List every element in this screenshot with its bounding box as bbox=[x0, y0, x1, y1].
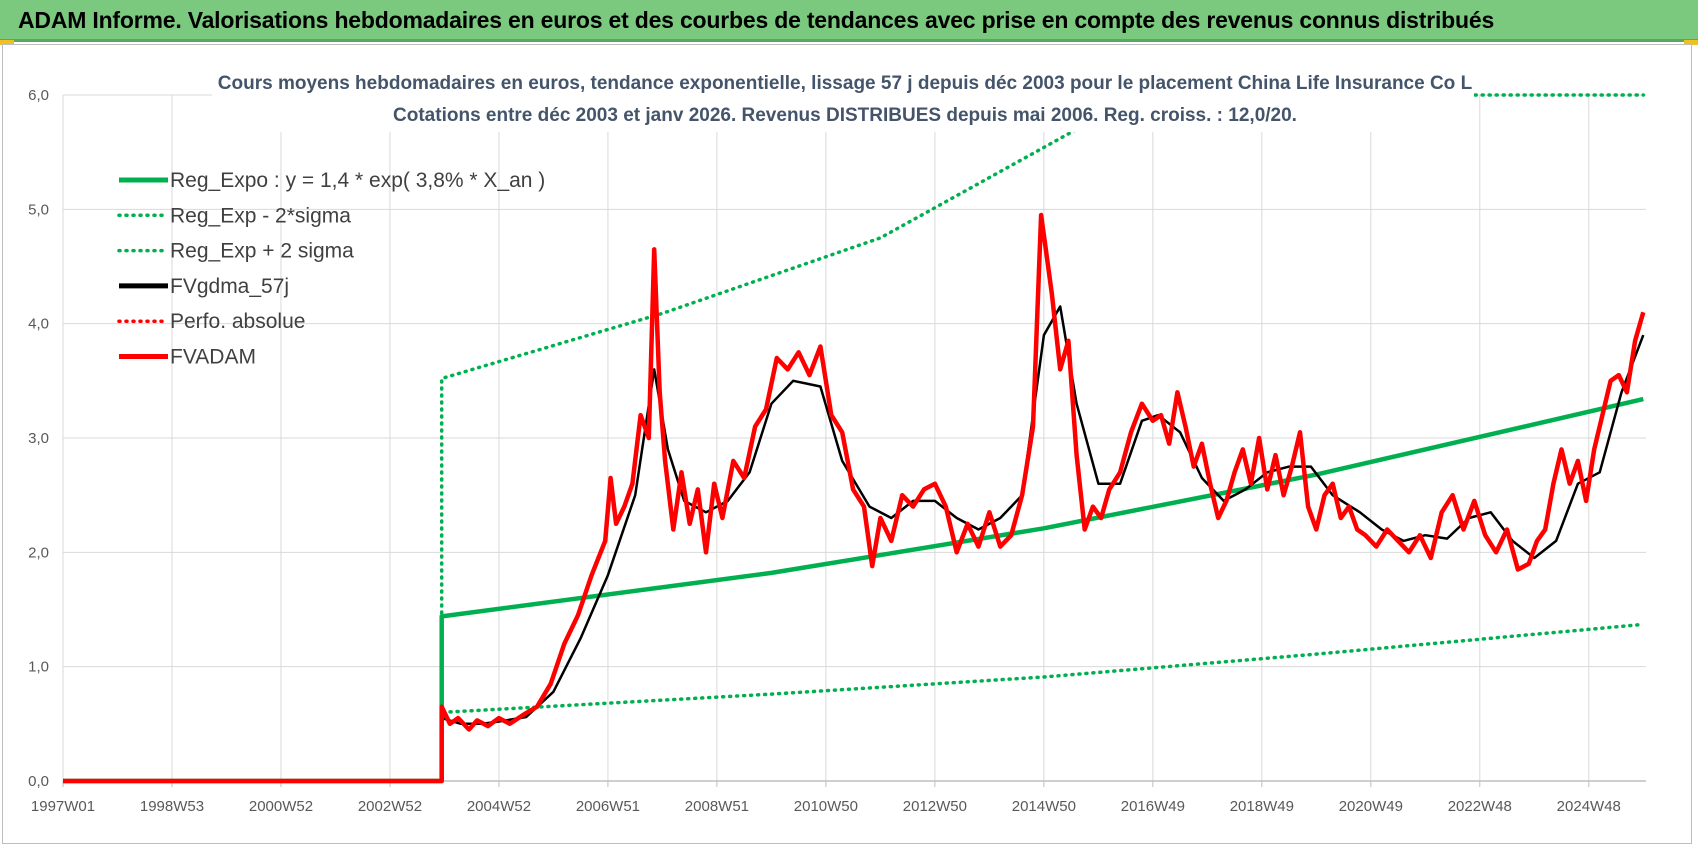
chart-title: Cours moyens hebdomadaires en euros, ten… bbox=[218, 73, 1473, 94]
x-tick-label: 2018W49 bbox=[1230, 798, 1294, 815]
x-tick-label: 2014W50 bbox=[1012, 798, 1076, 815]
x-tick-label: 1997W01 bbox=[31, 798, 95, 815]
series-line-reg-exp-2-sigma bbox=[439, 622, 1646, 783]
x-tick-label: 2022W48 bbox=[1448, 798, 1512, 815]
x-tick-label: 2020W49 bbox=[1339, 798, 1403, 815]
y-tick-label: 0,0 bbox=[28, 773, 49, 790]
y-tick-label: 5,0 bbox=[28, 201, 49, 218]
legend-label: Perfo. absolue bbox=[170, 310, 305, 333]
legend-label: FVADAM bbox=[170, 346, 256, 369]
legend-label: FVgdma_57j bbox=[170, 275, 289, 298]
y-tick-label: 2,0 bbox=[28, 544, 49, 561]
x-axis-labels: 1997W01 1998W53 2000W52 2002W52 2004W52 2006W… bbox=[31, 798, 1621, 815]
x-tick-label: 2004W52 bbox=[467, 798, 531, 815]
x-tick-label: 2006W51 bbox=[576, 798, 640, 815]
x-tick-label: 1998W53 bbox=[140, 798, 204, 815]
header-banner: ADAM Informe. Valorisations hebdomadaire… bbox=[0, 0, 1698, 42]
legend: Reg_Expo : y = 1,4 * exp( 3,8% * X_an ) R… bbox=[117, 169, 545, 369]
x-tick-label: 2010W50 bbox=[794, 798, 858, 815]
legend-label: Reg_Exp - 2*sigma bbox=[170, 204, 351, 227]
x-tick-label: 2024W48 bbox=[1557, 798, 1621, 815]
y-tick-label: 4,0 bbox=[28, 316, 49, 333]
y-axis-labels: 0,0 1,0 2,0 3,0 4,0 5,0 6,0 bbox=[28, 87, 49, 790]
series-line-reg-expo-y-1-4-exp-3-8-x-an bbox=[63, 396, 1644, 784]
legend-label: Reg_Expo : y = 1,4 * exp( 3,8% * X_an ) bbox=[170, 169, 545, 192]
chart-title-background bbox=[212, 68, 1474, 132]
x-tick-label: 2000W52 bbox=[249, 798, 313, 815]
y-tick-label: 1,0 bbox=[28, 659, 49, 676]
series-line-fvadam bbox=[63, 212, 1646, 784]
corner-accent-right bbox=[1684, 40, 1698, 45]
page-title: ADAM Informe. Valorisations hebdomadaire… bbox=[18, 7, 1495, 33]
gridlines bbox=[62, 94, 1646, 787]
corner-accent-left bbox=[0, 40, 14, 45]
series-line-fvgdma-57j bbox=[63, 305, 1645, 783]
y-tick-label: 6,0 bbox=[28, 87, 49, 104]
y-tick-label: 3,0 bbox=[28, 430, 49, 447]
chart-frame bbox=[2, 44, 1692, 844]
series-layer bbox=[63, 93, 1646, 784]
x-tick-label: 2016W49 bbox=[1121, 798, 1185, 815]
legend-label: Reg_Exp + 2 sigma bbox=[170, 240, 354, 263]
x-tick-label: 2008W51 bbox=[685, 798, 749, 815]
x-tick-label: 2002W52 bbox=[358, 798, 422, 815]
x-tick-label: 2012W50 bbox=[903, 798, 967, 815]
chart-subtitle: Cotations entre déc 2003 et janv 2026. R… bbox=[393, 105, 1297, 126]
